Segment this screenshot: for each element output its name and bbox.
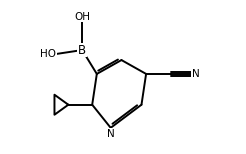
Text: B: B xyxy=(78,44,86,57)
Text: HO: HO xyxy=(40,49,56,59)
Text: N: N xyxy=(107,129,115,139)
Text: N: N xyxy=(192,69,200,79)
Text: OH: OH xyxy=(74,12,90,22)
